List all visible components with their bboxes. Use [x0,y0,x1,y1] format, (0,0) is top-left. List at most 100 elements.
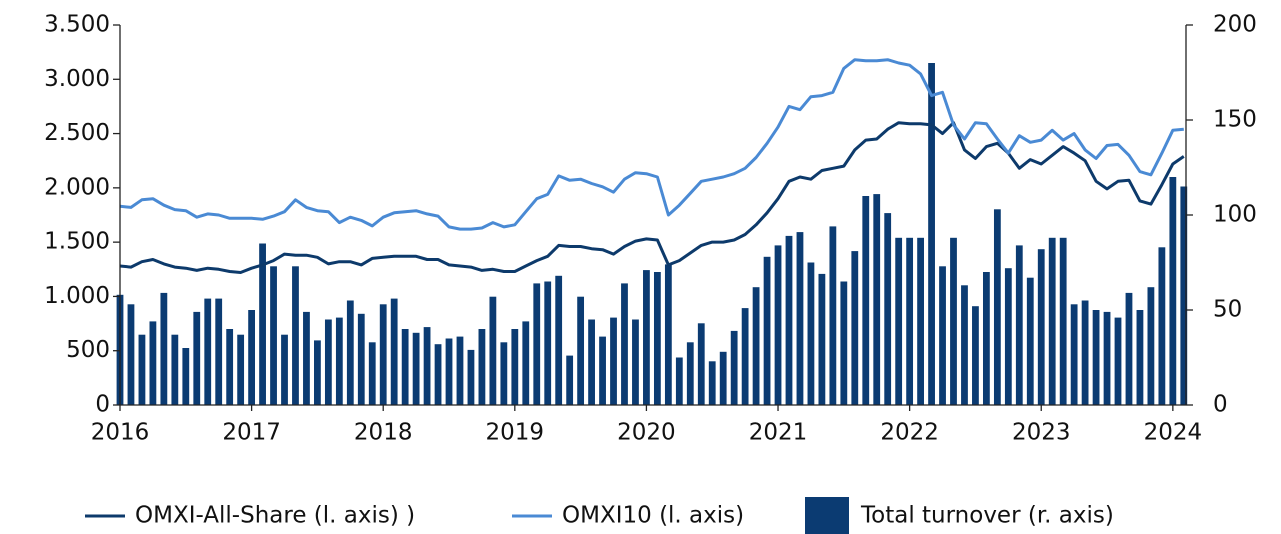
bar [577,296,585,405]
bar [292,266,299,405]
bar [610,317,617,405]
bar [1026,277,1034,405]
bar [237,334,245,405]
bar [961,285,968,405]
bar [1158,247,1166,405]
bar [368,342,376,405]
bar [840,281,848,405]
y-tick-label: 1.500 [44,229,110,255]
y-tick-label: 500 [66,337,110,363]
bar [917,237,924,405]
bar [171,334,179,405]
bar [632,319,639,405]
bar [873,194,881,405]
bar [270,266,277,405]
bar [895,237,903,405]
line [119,58,1184,231]
bar [456,336,464,405]
legend-label: Total turnover (r. axis) [860,503,1114,529]
y2-tick-label: 50 [1213,297,1242,323]
bar [972,306,979,405]
bar [763,256,771,405]
bar [544,281,552,405]
bar [829,226,837,405]
bar [467,349,475,405]
bar [346,300,354,405]
bar [1103,311,1111,405]
x-tick-label: 2017 [222,420,281,446]
y2-tick-label: 100 [1213,202,1257,228]
bar [412,332,420,405]
x-tick-label: 2020 [617,420,676,446]
x-tick-label: 2024 [1144,420,1203,446]
bar [950,237,957,405]
bar [357,313,365,405]
line [119,121,1185,274]
bar [939,266,946,405]
bar [555,275,563,405]
bar [160,292,168,405]
bar [500,342,508,405]
bar [785,235,793,405]
bar [226,329,234,405]
bar [643,270,650,405]
bar [697,323,705,405]
y2-tick-label: 200 [1213,12,1257,38]
bar [741,308,749,405]
legend-label: OMXI-All-Share (l. axis) ) [135,503,415,529]
bar [928,63,935,405]
bar [390,298,398,405]
bar [1070,304,1078,405]
bar [445,338,453,405]
x-tick-label: 2018 [354,420,413,446]
bar [621,283,628,405]
bar [993,209,1001,405]
bar [204,298,212,405]
bar [379,304,387,405]
bar [335,317,343,405]
bar [599,336,606,405]
bar [686,342,694,405]
bar [1015,245,1023,405]
bar [522,321,530,405]
legend-label: OMXI10 (l. axis) [562,503,744,529]
bar [906,237,914,405]
bar [1037,249,1045,405]
bar [851,251,859,405]
y-tick-label: 2.000 [44,174,110,200]
bar [796,232,804,405]
bar [664,264,672,405]
bar [1125,292,1133,405]
bar [281,334,288,405]
bar [1059,237,1067,405]
bar [774,245,782,405]
bar [982,272,990,405]
bar [708,361,716,405]
y-tick-label: 0 [95,392,110,418]
bar [1081,300,1089,405]
bar [303,311,310,405]
bar [653,272,661,405]
bar [675,357,683,405]
bar [138,334,146,405]
bar [314,340,321,405]
bar [193,311,201,405]
bar [807,262,815,405]
bar [884,213,892,405]
x-tick-label: 2016 [91,420,150,446]
legend-swatch [805,497,849,534]
bar [259,243,266,405]
bar [149,321,157,405]
bar [478,329,486,405]
bar [401,329,409,405]
bar [423,327,431,405]
x-tick-label: 2022 [880,420,939,446]
bar [818,273,826,405]
bar [511,329,519,405]
y2-tick-label: 0 [1213,392,1228,418]
bar [215,298,223,405]
bar [566,355,574,405]
x-tick-label: 2023 [1012,420,1071,446]
bar [1004,268,1012,405]
bar [324,319,332,405]
